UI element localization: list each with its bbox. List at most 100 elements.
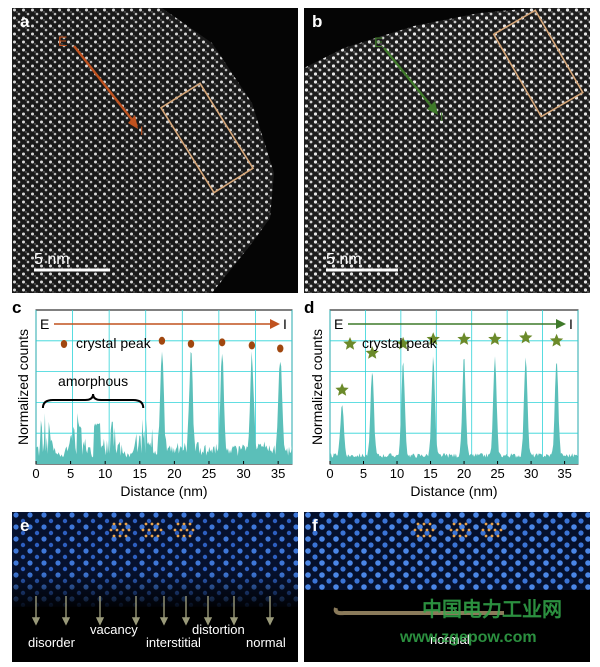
scalebar-label-a: 5 nm xyxy=(34,251,70,268)
crystal-peak-marker xyxy=(549,333,564,347)
down-arrowhead xyxy=(31,617,41,626)
atom-marker xyxy=(416,522,420,526)
arrow-end-b: I xyxy=(440,110,443,124)
atom-marker xyxy=(416,534,420,538)
x-tick-label: 35 xyxy=(557,466,571,481)
x-tick-label: 15 xyxy=(133,466,147,481)
atom-marker xyxy=(425,528,429,532)
panel-label-b: b xyxy=(312,12,323,31)
atom-marker xyxy=(144,522,148,526)
atom-marker xyxy=(458,534,462,538)
atom-marker xyxy=(124,522,128,526)
stem-image-b: E I 5 nm xyxy=(304,8,590,293)
atom-marker xyxy=(112,534,116,538)
crystal-peak-marker xyxy=(488,332,502,345)
crystal-peak-marker xyxy=(519,330,533,344)
x-tick-label: 35 xyxy=(271,466,285,481)
atom-marker xyxy=(413,528,417,532)
atom-marker xyxy=(422,522,426,526)
crystal-peak-marker xyxy=(335,383,349,396)
down-arrowhead xyxy=(131,617,141,626)
crystal-peak-marker xyxy=(248,341,256,350)
legend-marker xyxy=(60,340,68,348)
x-tick-label: 25 xyxy=(202,466,216,481)
panel-label-d: d xyxy=(304,298,315,317)
x-tick-label: 5 xyxy=(360,466,367,481)
arrow-end-label: I xyxy=(569,316,573,332)
y-axis-label: Normalized counts xyxy=(309,329,325,445)
atom-marker xyxy=(118,522,122,526)
atom-marker xyxy=(150,522,154,526)
x-tick-label: 0 xyxy=(326,466,333,481)
arrow-start-label: E xyxy=(334,316,343,332)
atom-marker xyxy=(182,534,186,538)
arrow-end-label: I xyxy=(283,316,287,332)
arrow-start-a: E xyxy=(58,33,67,49)
watermark-cn: 中国电力工业网 xyxy=(422,597,562,621)
atom-marker xyxy=(461,528,465,532)
atom-marker xyxy=(182,522,186,526)
panel-b: E I 5 nm b xyxy=(304,8,590,293)
crystal-peak-marker xyxy=(396,336,410,350)
down-arrowhead xyxy=(265,617,275,626)
panel-label-e: e xyxy=(20,516,30,535)
atom-marker xyxy=(484,534,488,538)
arrow-start-label: E xyxy=(40,316,49,332)
stem-image-e: disorder vacancy interstitial distortion… xyxy=(12,512,298,662)
panel-d: 0 5 10 15 20 25 30 35 Distance (nm) Normalized co… xyxy=(300,296,600,506)
atom-marker xyxy=(112,522,116,526)
annotation-normal-e: normal xyxy=(246,635,286,650)
crystal-peak-marker xyxy=(218,338,226,347)
annotation-vacancy: vacancy xyxy=(90,622,138,637)
atom-marker xyxy=(156,522,160,526)
atom-marker xyxy=(419,528,423,532)
panel-c: 0 5 10 15 20 25 30 35 Distance (nm) Normalized co… xyxy=(0,296,300,506)
arrowhead xyxy=(556,319,566,329)
legend-marker xyxy=(343,337,357,350)
atom-marker xyxy=(455,528,459,532)
atom-marker xyxy=(191,528,195,532)
atom-marker xyxy=(496,534,500,538)
panel-label-f: f xyxy=(312,516,318,535)
arrow-end-a: I xyxy=(140,124,143,138)
x-tick-label: 10 xyxy=(98,466,112,481)
atom-marker xyxy=(452,534,456,538)
x-axis-label: Distance (nm) xyxy=(410,483,497,499)
atom-marker xyxy=(490,534,494,538)
atom-marker xyxy=(449,528,453,532)
atom-marker xyxy=(176,534,180,538)
annotation-interstitial: interstitial xyxy=(146,635,201,650)
crystal-peak-marker xyxy=(426,332,440,345)
atom-marker xyxy=(464,534,468,538)
atom-marker xyxy=(179,528,183,532)
atom-marker xyxy=(490,522,494,526)
down-arrowhead xyxy=(229,617,239,626)
amorphous-label: amorphous xyxy=(58,373,128,389)
crystal-peak-marker xyxy=(158,336,166,345)
atom-marker xyxy=(124,534,128,538)
down-arrowhead xyxy=(95,617,105,626)
atom-marker xyxy=(484,522,488,526)
atom-marker xyxy=(141,528,145,532)
x-tick-label: 20 xyxy=(167,466,181,481)
stem-image-a: E I 5 nm xyxy=(12,8,298,293)
panel-f: normal 中国电力工业网 www.zgepow.com f xyxy=(304,512,590,662)
annotation-normal-f: normal xyxy=(430,632,470,647)
scalebar-label-b: 5 nm xyxy=(326,251,362,268)
down-arrowhead xyxy=(203,617,213,626)
atom-marker xyxy=(118,534,122,538)
atom-marker xyxy=(458,522,462,526)
panel-label-c: c xyxy=(12,298,22,317)
atom-marker xyxy=(188,522,192,526)
amorphous-brace xyxy=(41,393,145,409)
atom-marker xyxy=(467,528,471,532)
annotation-distortion: distortion xyxy=(192,622,245,637)
crystal-peak-marker xyxy=(365,346,379,359)
y-axis-label: Normalized counts xyxy=(15,329,31,445)
x-tick-label: 0 xyxy=(32,466,39,481)
atom-marker xyxy=(487,528,491,532)
atom-marker xyxy=(428,534,432,538)
atom-marker xyxy=(115,528,119,532)
series-trace xyxy=(36,351,292,464)
x-tick-label: 20 xyxy=(457,466,471,481)
